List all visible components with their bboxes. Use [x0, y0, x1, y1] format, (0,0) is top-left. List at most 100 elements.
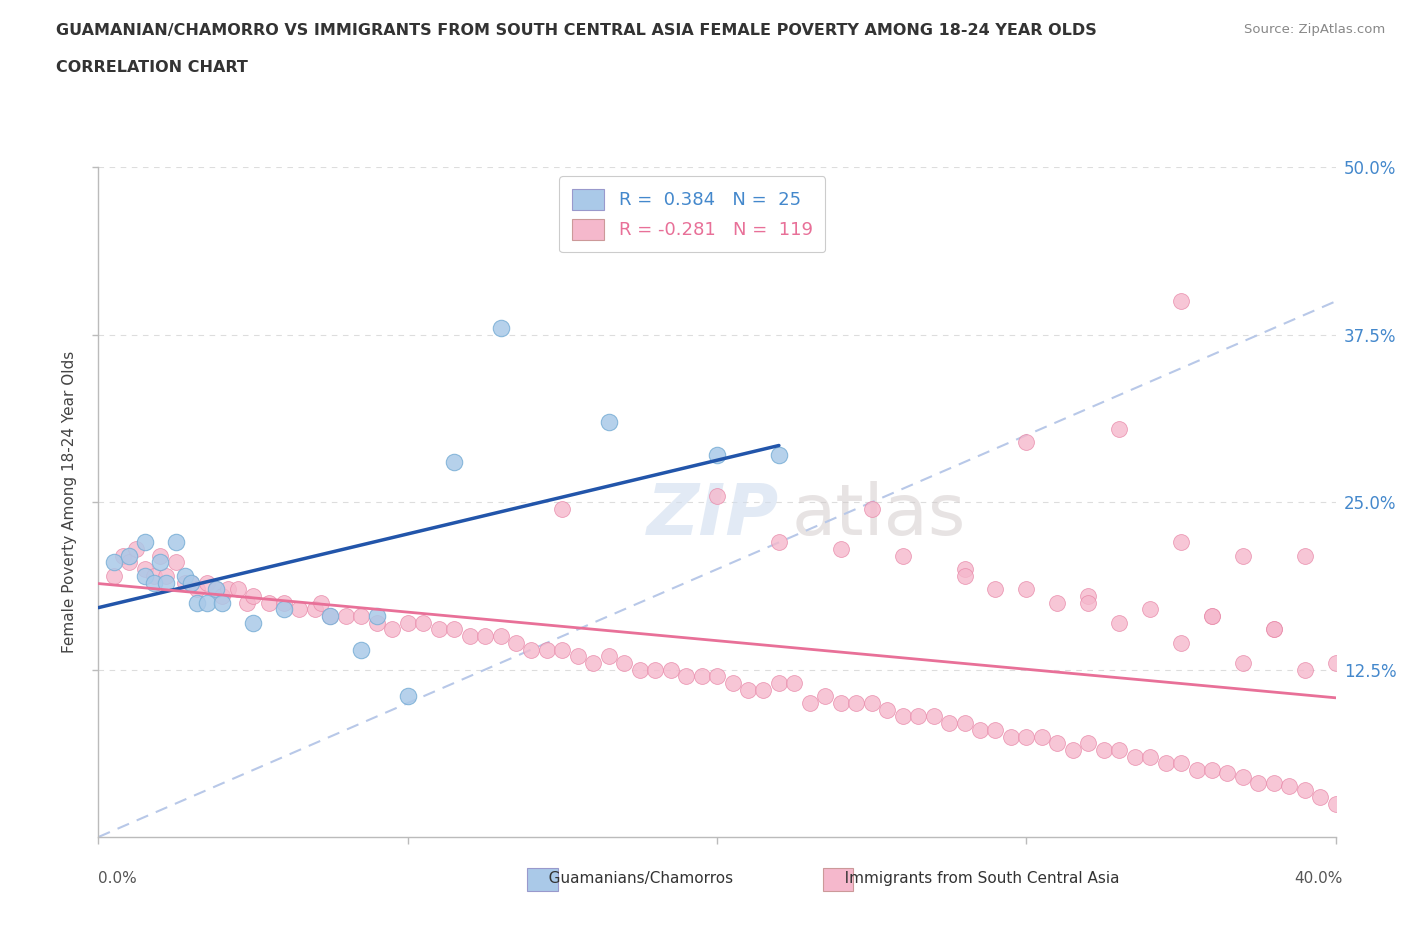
- Point: [1108, 742, 1130, 757]
- Legend: R =  0.384   N =  25, R = -0.281   N =  119: R = 0.384 N = 25, R = -0.281 N = 119: [560, 177, 825, 252]
- Point: [143, 568, 166, 583]
- Point: [443, 455, 465, 470]
- Point: [768, 448, 790, 463]
- Point: [1139, 750, 1161, 764]
- Point: [319, 608, 342, 623]
- Point: [242, 616, 264, 631]
- Point: [155, 568, 177, 583]
- Point: [1092, 742, 1115, 757]
- Point: [1201, 763, 1223, 777]
- Text: 0.0%: 0.0%: [98, 871, 138, 886]
- Point: [427, 622, 450, 637]
- Point: [706, 448, 728, 463]
- Point: [1000, 729, 1022, 744]
- Point: [458, 629, 481, 644]
- Point: [675, 669, 697, 684]
- Point: [1015, 434, 1038, 449]
- Point: [1108, 421, 1130, 436]
- Point: [598, 415, 620, 430]
- Point: [134, 562, 156, 577]
- Point: [953, 716, 976, 731]
- Point: [155, 575, 177, 590]
- Point: [350, 642, 373, 657]
- Point: [551, 501, 574, 516]
- Point: [845, 696, 868, 711]
- Point: [1324, 656, 1347, 671]
- Point: [1324, 796, 1347, 811]
- Point: [489, 321, 512, 336]
- Point: [273, 602, 295, 617]
- Point: [938, 716, 960, 731]
- Text: Guamanians/Chamorros: Guamanians/Chamorros: [534, 871, 734, 886]
- Point: [165, 555, 187, 570]
- Point: [907, 709, 929, 724]
- Point: [1216, 765, 1239, 780]
- Point: [1232, 769, 1254, 784]
- Point: [953, 568, 976, 583]
- Text: ZIP: ZIP: [647, 481, 779, 550]
- Point: [273, 595, 295, 610]
- Point: [891, 549, 914, 564]
- Point: [180, 575, 202, 590]
- Point: [1015, 582, 1038, 597]
- Point: [186, 595, 208, 610]
- Point: [830, 541, 852, 556]
- Point: [149, 549, 172, 564]
- Point: [1077, 736, 1099, 751]
- Point: [984, 723, 1007, 737]
- Point: [860, 501, 883, 516]
- Point: [1294, 662, 1316, 677]
- Point: [195, 575, 218, 590]
- Point: [205, 582, 228, 597]
- Point: [103, 555, 125, 570]
- Point: [706, 669, 728, 684]
- Point: [1232, 549, 1254, 564]
- Point: [768, 535, 790, 550]
- Point: [211, 595, 233, 610]
- Point: [1185, 763, 1208, 777]
- Point: [1201, 608, 1223, 623]
- Point: [118, 555, 141, 570]
- Text: 40.0%: 40.0%: [1295, 871, 1343, 886]
- Point: [582, 656, 605, 671]
- Point: [706, 488, 728, 503]
- Point: [366, 616, 388, 631]
- Point: [186, 582, 208, 597]
- Point: [396, 616, 419, 631]
- Point: [118, 549, 141, 564]
- Point: [1294, 549, 1316, 564]
- Point: [1263, 622, 1285, 637]
- Point: [1232, 656, 1254, 671]
- Point: [1201, 608, 1223, 623]
- Point: [799, 696, 821, 711]
- Point: [1170, 294, 1192, 309]
- Point: [174, 575, 197, 590]
- Point: [1108, 616, 1130, 631]
- Point: [830, 696, 852, 711]
- Point: [551, 642, 574, 657]
- Point: [134, 568, 156, 583]
- Point: [1294, 783, 1316, 798]
- Point: [891, 709, 914, 724]
- Point: [205, 582, 228, 597]
- Point: [489, 629, 512, 644]
- Point: [768, 675, 790, 690]
- Point: [814, 689, 837, 704]
- Point: [443, 622, 465, 637]
- Point: [922, 709, 945, 724]
- Point: [381, 622, 404, 637]
- Point: [953, 562, 976, 577]
- Point: [366, 608, 388, 623]
- Point: [149, 555, 172, 570]
- Point: [236, 595, 259, 610]
- Point: [1247, 776, 1270, 790]
- Point: [520, 642, 543, 657]
- Point: [1309, 790, 1331, 804]
- Point: [598, 649, 620, 664]
- Point: [1139, 602, 1161, 617]
- Point: [350, 608, 373, 623]
- Point: [752, 683, 775, 698]
- Point: [613, 656, 636, 671]
- Point: [1170, 635, 1192, 650]
- Point: [1123, 750, 1146, 764]
